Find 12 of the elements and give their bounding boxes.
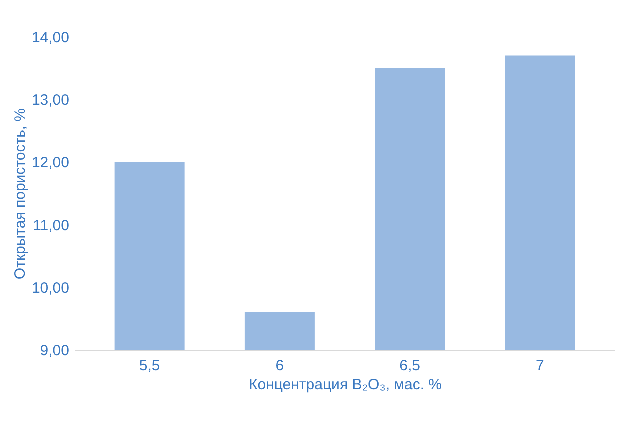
- y-tick-label: 11,00: [33, 217, 70, 234]
- y-tick-label: 9,00: [40, 342, 70, 360]
- x-axis-title: Концентрация B₂O₃, мас. %: [249, 376, 442, 394]
- x-tick-label: 6,5: [400, 358, 420, 374]
- y-tick-label: 12,00: [32, 154, 70, 172]
- x-tick-label: 7: [536, 358, 544, 374]
- y-tick-label: 10,00: [32, 280, 70, 297]
- y-tick-label: 13,00: [32, 92, 70, 110]
- y-tick-label: 14,00: [32, 30, 70, 46]
- x-tick-label: 5,5: [139, 358, 160, 374]
- x-tick-label: 6: [276, 358, 284, 374]
- y-axis-title: Открытая пористость, %: [12, 108, 29, 280]
